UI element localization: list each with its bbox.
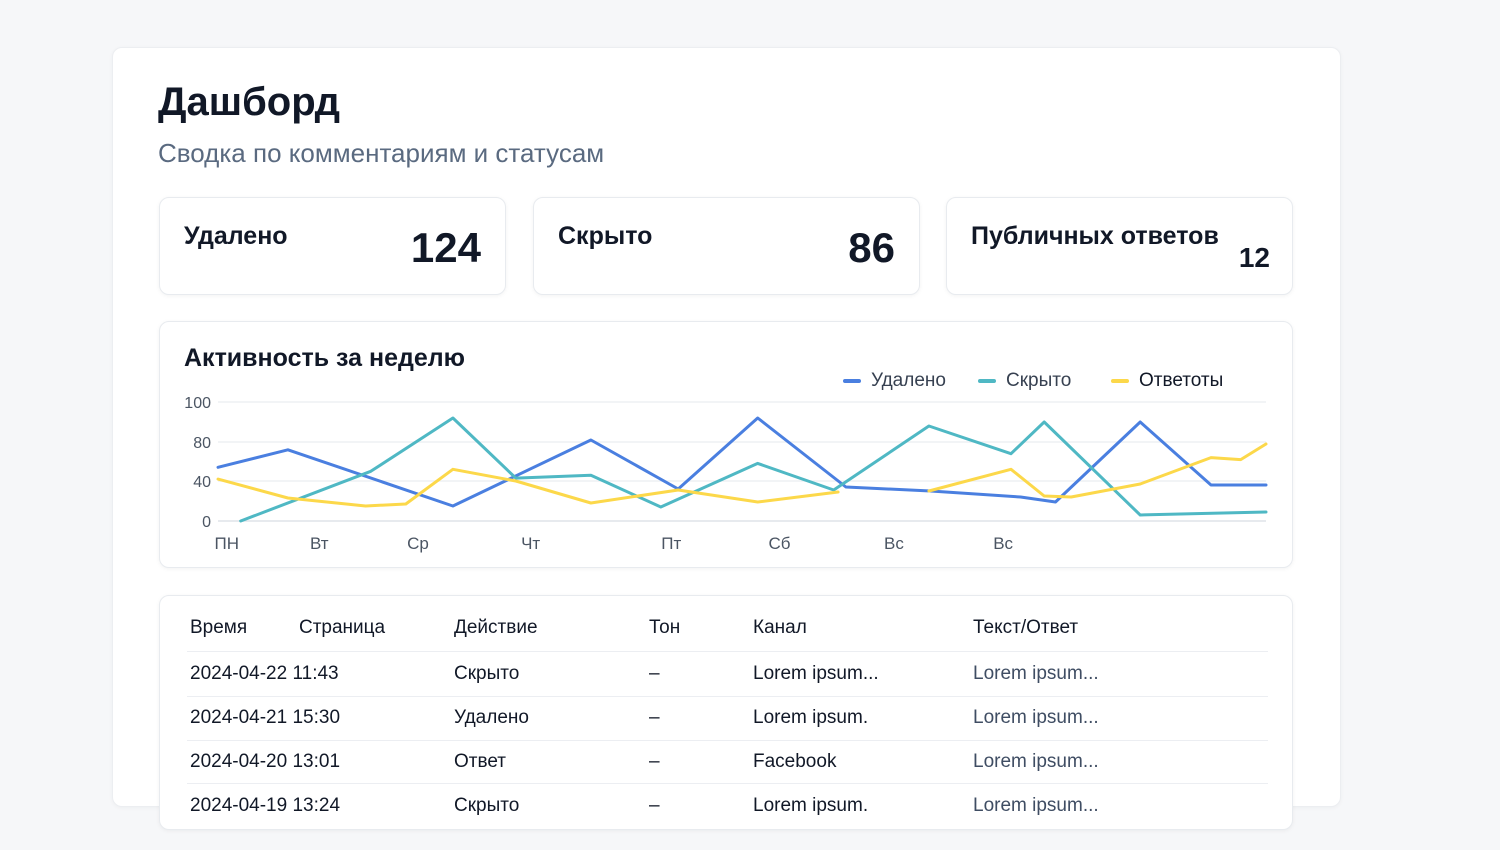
table-cell-text[interactable]: Lorem ipsum...	[973, 751, 1099, 772]
table-cell-text[interactable]: Lorem ipsum...	[973, 707, 1099, 728]
legend-item-hidden[interactable]: Скрыто	[978, 370, 1071, 392]
stat-value: 124	[410, 224, 481, 271]
stat-card-deleted: Удалено 124	[159, 197, 506, 295]
legend-swatch	[978, 379, 996, 383]
table-cell-time: 2024-04-20 13:01	[190, 751, 341, 772]
legend-item-deleted[interactable]: Удалено	[843, 370, 946, 392]
table-cell-action: Ответ	[454, 751, 506, 772]
x-tick-label: Сб	[769, 534, 791, 553]
y-tick-label: 0	[202, 514, 211, 531]
line-chart: 0 40 80 100 ПН Вт Ср Чт Пт Сб Вс Вс	[184, 395, 1268, 553]
legend-swatch	[1111, 379, 1129, 383]
column-header-tone[interactable]: Тон	[649, 617, 681, 638]
stat-card-public-replies: Публичных ответов 12	[946, 197, 1293, 295]
row-divider	[187, 740, 1268, 741]
row-divider	[187, 696, 1268, 697]
series-line-1	[239, 416, 1268, 523]
table-cell-text[interactable]: Lorem ipsum...	[973, 663, 1099, 684]
chart-title: Активность за неделю	[184, 344, 466, 372]
table-cell-tone: –	[649, 795, 660, 816]
row-divider	[187, 651, 1268, 652]
x-tick-label: Вт	[310, 534, 329, 553]
x-tick-label: Вс	[884, 534, 904, 553]
x-tick-label: Пт	[661, 534, 681, 553]
column-header-action[interactable]: Действие	[454, 617, 538, 638]
table-cell-action: Удалено	[454, 707, 529, 728]
table-cell-channel: Lorem ipsum...	[753, 663, 879, 684]
activity-table: Время Страница Действие Тон Канал Текст/Ответ…	[159, 595, 1293, 830]
page-title: Дашборд	[158, 80, 341, 124]
x-tick-label: Вс	[993, 534, 1013, 553]
y-tick-label: 80	[193, 435, 211, 452]
legend-swatch	[843, 379, 861, 383]
legend-item-replies[interactable]: Ответоты	[1111, 370, 1223, 392]
x-tick-label: Чт	[521, 534, 540, 553]
column-header-page[interactable]: Страница	[299, 617, 386, 638]
stat-card-hidden: Скрыто 86	[533, 197, 920, 295]
table-cell-time: 2024-04-21 15:30	[190, 707, 341, 728]
table-cell-action: Скрыто	[454, 663, 520, 684]
x-tick-label: Ср	[407, 534, 429, 553]
table-cell-tone: –	[649, 751, 660, 772]
table-cell-text[interactable]: Lorem ipsum...	[973, 795, 1099, 816]
column-header-channel[interactable]: Канал	[753, 617, 807, 638]
table-cell-tone: –	[649, 663, 660, 684]
column-header-text[interactable]: Текст/Ответ	[973, 617, 1079, 638]
row-divider	[187, 783, 1268, 784]
stat-label: Скрыто	[558, 222, 653, 250]
series-line-0	[216, 416, 1268, 508]
stat-value: 86	[848, 224, 895, 271]
legend-label: Скрыто	[1006, 370, 1072, 391]
table-cell-action: Скрыто	[454, 795, 520, 816]
table-cell-channel: Lorem ipsum.	[753, 707, 869, 728]
table-cell-channel: Lorem ipsum.	[753, 795, 869, 816]
stat-label: Удалено	[184, 222, 288, 250]
activity-chart-card: Активность за неделю Удалено Скрыто Отве…	[159, 321, 1293, 568]
table-cell-tone: –	[649, 707, 660, 728]
table-cell-time: 2024-04-19 13:24	[190, 795, 341, 816]
stat-label: Публичных ответов	[971, 222, 1219, 250]
legend-label: Удалено	[871, 370, 946, 391]
y-tick-label: 100	[184, 395, 211, 412]
table-cell-channel: Facebook	[753, 751, 837, 772]
legend-label: Ответоты	[1139, 370, 1224, 391]
x-tick-label: ПН	[214, 534, 239, 553]
table-cell-time: 2024-04-22 11:43	[190, 663, 339, 684]
series-line-2	[216, 442, 1268, 508]
stat-value: 12	[1238, 242, 1270, 273]
column-header-time[interactable]: Время	[190, 617, 248, 638]
page-subtitle: Сводка по комментариям и статусам	[158, 138, 605, 168]
y-tick-label: 40	[193, 474, 211, 491]
